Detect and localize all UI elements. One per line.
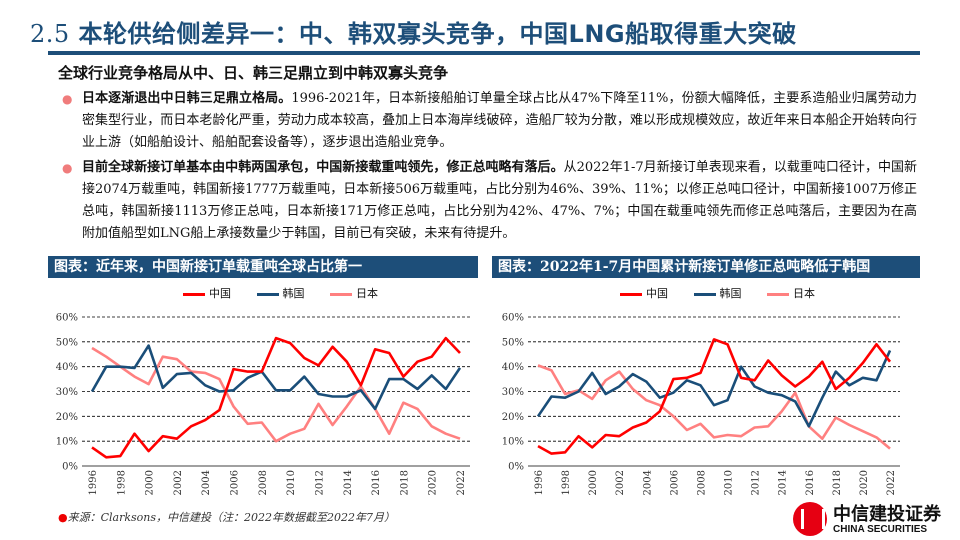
page-title: 2.5 本轮供给侧差异一：中、韩双寡头竞争，中国LNG船取得重大突破 bbox=[30, 14, 797, 49]
bullet-item: ● 日本逐渐退出中日韩三足鼎立格局。1996-2021年，日本新接船舶订单量全球占… bbox=[62, 88, 917, 154]
x-tick-label: 2016 bbox=[805, 470, 816, 495]
x-tick-label: 2008 bbox=[696, 470, 707, 495]
bullet-dot-icon: ● bbox=[62, 92, 73, 106]
bullet-lead: 目前全球新接订单基本由中韩两国承包，中国新接载重吨领先，修正总吨略有落后。 bbox=[82, 160, 564, 175]
y-tick-label: 60% bbox=[56, 313, 78, 324]
y-tick-label: 10% bbox=[56, 437, 78, 448]
y-tick-label: 20% bbox=[56, 412, 78, 423]
section-number: 2.5 bbox=[30, 20, 70, 48]
bullet-dot-icon: ● bbox=[58, 511, 68, 524]
x-tick-label: 2014 bbox=[343, 470, 354, 495]
y-tick-label: 30% bbox=[502, 387, 524, 398]
x-tick-label: 2010 bbox=[724, 470, 735, 495]
x-tick-label: 2002 bbox=[173, 470, 184, 495]
logo-en: CHINA SECURITIES bbox=[833, 524, 928, 535]
bullet-text: 1996-2021年，日本新接船舶订单量全球占比从47%下降至11%，份额大幅降… bbox=[82, 91, 917, 150]
x-tick-label: 2014 bbox=[778, 470, 789, 495]
series-line-japan bbox=[537, 364, 891, 450]
x-tick-label: 2012 bbox=[314, 470, 325, 495]
x-tick-label: 1998 bbox=[116, 470, 127, 495]
x-tick-label: 1996 bbox=[534, 470, 545, 495]
x-tick-label: 2020 bbox=[428, 470, 439, 495]
x-tick-label: 2006 bbox=[669, 470, 680, 495]
series-line-china bbox=[537, 338, 892, 455]
x-tick-label: 2000 bbox=[588, 470, 599, 495]
legend-label: 韩国 bbox=[282, 287, 305, 300]
title-divider bbox=[48, 51, 920, 55]
legend-swatch bbox=[256, 292, 279, 296]
y-tick-label: 40% bbox=[56, 362, 78, 373]
legend-label: 中国 bbox=[646, 287, 668, 300]
x-tick-label: 2002 bbox=[615, 470, 626, 495]
title-text: 本轮供给侧差异一：中、韩双寡头竞争，中国LNG船取得重大突破 bbox=[78, 20, 797, 48]
x-tick-label: 2004 bbox=[201, 470, 212, 495]
legend-japan: 日本 bbox=[767, 285, 815, 301]
legend-label: 日本 bbox=[356, 287, 378, 300]
legend-label: 日本 bbox=[793, 287, 815, 300]
legend-swatch bbox=[767, 292, 789, 296]
x-tick-label: 2010 bbox=[286, 470, 297, 495]
bullet-list: ● 日本逐渐退出中日韩三足鼎立格局。1996-2021年，日本新接船舶订单量全球占… bbox=[62, 88, 917, 248]
x-tick-label: 2004 bbox=[642, 470, 653, 495]
y-tick-label: 20% bbox=[502, 412, 524, 423]
chart-legend-left: 中国 韩国 日本 bbox=[183, 285, 400, 301]
legend-china: 中国 bbox=[620, 285, 668, 301]
legend-swatch bbox=[183, 292, 205, 296]
y-tick-label: 40% bbox=[502, 362, 524, 373]
series-line-china bbox=[91, 336, 461, 459]
y-tick-label: 30% bbox=[56, 387, 78, 398]
x-tick-label: 2018 bbox=[399, 470, 410, 495]
legend-swatch bbox=[620, 292, 642, 296]
x-tick-label: 2022 bbox=[456, 470, 467, 495]
y-tick-label: 50% bbox=[502, 337, 524, 348]
x-tick-label: 2020 bbox=[859, 470, 870, 495]
legend-japan: 日本 bbox=[330, 285, 378, 301]
legend-china: 中国 bbox=[183, 285, 231, 301]
x-tick-label: 1996 bbox=[88, 470, 99, 495]
legend-swatch bbox=[330, 292, 352, 296]
bullet-dot-icon: ● bbox=[62, 161, 73, 175]
x-tick-label: 2012 bbox=[751, 470, 762, 495]
x-tick-label: 2008 bbox=[258, 470, 269, 495]
y-tick-label: 60% bbox=[502, 313, 524, 324]
company-logo: 中信建投证券 CHINA SECURITIES bbox=[793, 500, 953, 540]
x-tick-label: 1998 bbox=[561, 470, 572, 495]
x-tick-label: 2000 bbox=[145, 470, 156, 495]
y-tick-label: 0% bbox=[508, 462, 524, 473]
y-tick-label: 10% bbox=[502, 437, 524, 448]
chart-legend-right: 中国 韩国 日本 bbox=[620, 285, 837, 301]
legend-korea: 韩国 bbox=[693, 285, 742, 301]
legend-label: 中国 bbox=[209, 287, 231, 300]
logo-mark-icon bbox=[793, 502, 827, 536]
bullet-lead: 日本逐渐退出中日韩三足鼎立格局。 bbox=[82, 91, 292, 106]
source-note: ●来源：Clarksons，中信建投（注：2022年数据截至2022年7月） bbox=[58, 509, 395, 525]
x-tick-label: 2006 bbox=[230, 470, 241, 495]
bullet-item: ● 目前全球新接订单基本由中韩两国承包，中国新接载重吨领先，修正总吨略有落后。从2… bbox=[62, 157, 917, 245]
x-tick-label: 2018 bbox=[832, 470, 843, 495]
x-tick-label: 2016 bbox=[371, 470, 382, 495]
series-line-japan bbox=[91, 346, 461, 443]
y-tick-label: 50% bbox=[56, 337, 78, 348]
legend-label: 韩国 bbox=[719, 287, 742, 300]
x-tick-label: 2022 bbox=[886, 470, 897, 495]
chart-title-left: 图表：近年来，中国新接订单载重吨全球占比第一 bbox=[48, 256, 478, 278]
legend-korea: 韩国 bbox=[256, 285, 305, 301]
series-line-korea bbox=[90, 344, 462, 411]
source-text: 来源：Clarksons，中信建投（注：2022年数据截至2022年7月） bbox=[67, 511, 396, 524]
subtitle: 全球行业竞争格局从中、日、韩三足鼎立到中韩双寡头竞争 bbox=[58, 64, 449, 82]
legend-swatch bbox=[693, 292, 716, 296]
bullet-text: 从2022年1-7月新接订单表现来看，以载重吨口径计，中国新接2074万载重吨，… bbox=[82, 160, 917, 241]
logo-cn: 中信建投证券 bbox=[833, 504, 941, 525]
chart-title-right: 图表：2022年1-7月中国累计新接订单修正总吨略低于韩国 bbox=[492, 256, 920, 278]
y-tick-label: 0% bbox=[62, 462, 78, 473]
